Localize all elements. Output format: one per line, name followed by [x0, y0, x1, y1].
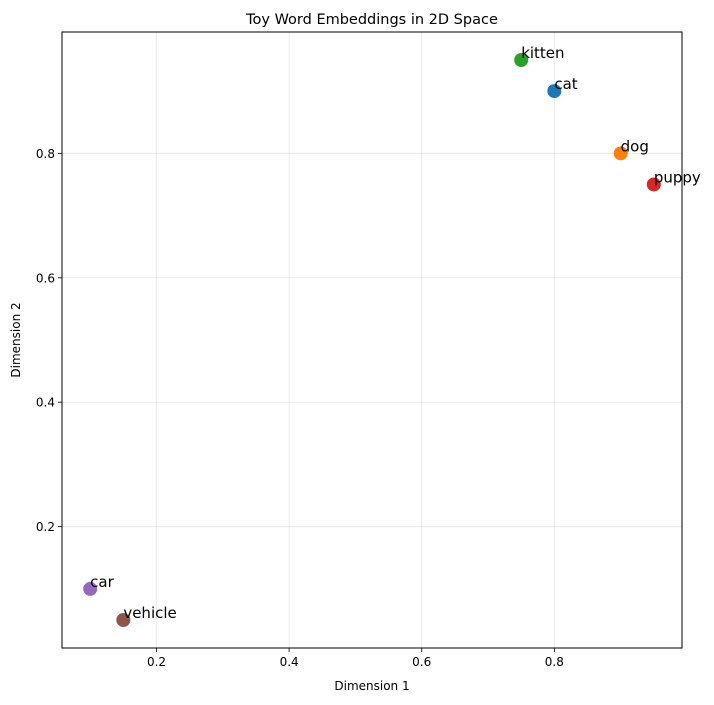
- x-axis-label: Dimension 1: [334, 679, 409, 693]
- point-label-puppy: puppy: [654, 168, 701, 186]
- y-tick-label: 0.2: [36, 520, 55, 534]
- point-car: [83, 581, 98, 596]
- plot-frame: [61, 31, 683, 649]
- axis-ticks: 0.2 0.4 0.6 0.8 0.2 0.4 0.6 0.8: [36, 147, 564, 669]
- point-puppy: [646, 177, 661, 192]
- x-tick-label: 0.8: [545, 655, 564, 669]
- point-label-vehicle: vehicle: [123, 604, 176, 622]
- grid: [62, 32, 682, 648]
- x-tick-label: 0.2: [147, 655, 166, 669]
- data-points: cat dog kitten puppy car vehicle: [83, 44, 701, 627]
- y-tick-label: 0.4: [36, 396, 55, 410]
- x-tick-label: 0.4: [280, 655, 299, 669]
- point-kitten: [514, 53, 529, 67]
- x-tick-label: 0.6: [412, 655, 431, 669]
- point-label-car: car: [90, 573, 114, 591]
- point-cat: [547, 84, 562, 99]
- y-tick-label: 0.8: [36, 147, 55, 161]
- point-label-cat: cat: [554, 75, 577, 93]
- point-vehicle: [116, 613, 131, 627]
- chart-title: Toy Word Embeddings in 2D Space: [245, 12, 498, 28]
- y-axis-label: Dimension 2: [9, 302, 23, 377]
- point-label-dog: dog: [621, 137, 649, 155]
- y-tick-label: 0.6: [36, 271, 55, 285]
- point-label-kitten: kitten: [521, 44, 564, 62]
- point-dog: [613, 146, 628, 161]
